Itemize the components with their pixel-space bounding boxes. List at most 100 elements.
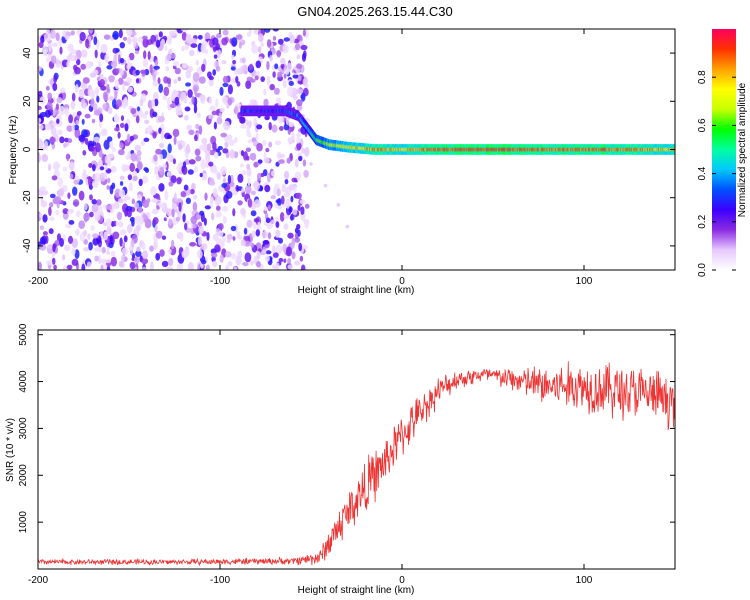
noise-blob xyxy=(255,132,259,140)
noise-blob xyxy=(152,131,157,139)
noise-blob xyxy=(227,261,233,267)
noise-blob xyxy=(63,244,71,251)
noise-blob xyxy=(111,250,116,257)
noise-blob xyxy=(119,42,126,49)
noise-blob xyxy=(184,44,189,51)
noise-blob xyxy=(227,97,233,106)
noise-blob xyxy=(161,260,169,268)
noise-blob xyxy=(136,161,143,171)
noise-blob xyxy=(177,76,181,82)
noise-blob xyxy=(266,60,270,71)
noise-blob xyxy=(112,220,117,227)
noise-blob xyxy=(240,65,244,75)
noise-blob xyxy=(268,121,272,131)
trail-point xyxy=(336,203,341,207)
y-tick-label: 1000 xyxy=(18,511,29,534)
noise-blob xyxy=(245,80,252,89)
spectrogram-cells xyxy=(38,29,675,270)
noise-blob xyxy=(143,137,150,142)
noise-blob xyxy=(129,135,135,142)
snr-plot-area xyxy=(38,330,675,569)
noise-blob xyxy=(304,221,309,229)
noise-blob xyxy=(94,255,99,262)
noise-blob xyxy=(149,64,153,74)
noise-blob xyxy=(102,91,108,101)
noise-blob xyxy=(269,83,276,91)
noise-blob xyxy=(175,216,180,222)
noise-blob xyxy=(123,197,128,203)
noise-blob xyxy=(291,240,295,249)
noise-blob xyxy=(241,170,247,176)
y-tick-label: 20 xyxy=(22,95,33,107)
noise-blob xyxy=(192,201,198,212)
y-tick-label: 2000 xyxy=(18,464,29,487)
noise-blob xyxy=(256,261,261,268)
noise-blob xyxy=(291,251,296,260)
noise-blob xyxy=(296,223,301,230)
noise-blob xyxy=(130,108,137,115)
noise-blob xyxy=(96,199,102,206)
noise-blob xyxy=(126,224,133,234)
noise-blob xyxy=(198,125,203,135)
colorbar-label: Normalized spectral amplitude xyxy=(737,82,748,217)
noise-blob xyxy=(257,46,262,54)
noise-blob xyxy=(218,223,224,230)
noise-blob xyxy=(75,210,81,218)
noise-blob xyxy=(215,65,221,72)
noise-blob xyxy=(181,165,185,173)
noise-blob xyxy=(73,179,79,185)
noise-blob xyxy=(98,247,103,253)
noise-blob xyxy=(294,43,301,51)
noise-blob xyxy=(52,82,58,92)
noise-blob xyxy=(94,211,101,222)
noise-blob xyxy=(194,86,198,96)
noise-blob xyxy=(57,129,63,135)
noise-blob xyxy=(67,210,73,215)
noise-blob xyxy=(287,264,293,270)
noise-blob xyxy=(41,190,49,196)
x-tick-label: -100 xyxy=(210,575,230,586)
y-tick-label: -40 xyxy=(22,238,33,253)
noise-blob xyxy=(256,250,261,260)
noise-blob xyxy=(203,217,207,226)
noise-blob xyxy=(76,111,82,116)
noise-blob xyxy=(223,136,231,142)
noise-blob xyxy=(299,199,306,205)
noise-blob xyxy=(45,56,51,63)
noise-blob xyxy=(141,175,149,184)
noise-blob xyxy=(152,80,159,87)
noise-blob xyxy=(173,136,177,145)
noise-blob xyxy=(294,158,299,168)
noise-blob xyxy=(228,139,235,146)
noise-blob xyxy=(158,115,165,123)
noise-blob xyxy=(261,139,267,146)
noise-blob xyxy=(159,142,164,149)
noise-blob xyxy=(166,266,174,270)
noise-blob xyxy=(181,31,187,41)
noise-blob xyxy=(185,69,191,79)
noise-blob xyxy=(270,195,276,200)
noise-blob xyxy=(113,201,120,210)
noise-blob xyxy=(135,115,140,124)
noise-blob xyxy=(50,126,57,136)
noise-blob xyxy=(96,95,100,103)
noise-blob xyxy=(234,105,239,115)
noise-blob xyxy=(245,147,251,153)
noise-blob xyxy=(119,237,123,247)
noise-blob xyxy=(94,172,101,182)
noise-blob xyxy=(106,266,111,270)
noise-blob xyxy=(290,195,294,203)
x-tick-label: -100 xyxy=(210,276,230,287)
noise-blob xyxy=(118,77,124,85)
noise-blob xyxy=(58,187,65,197)
noise-blob xyxy=(83,102,87,110)
x-tick-label: 0 xyxy=(399,575,405,586)
noise-blob xyxy=(292,208,298,216)
noise-blob xyxy=(167,143,172,154)
noise-blob xyxy=(262,240,270,245)
noise-blob xyxy=(115,221,120,227)
noise-blob xyxy=(56,97,63,104)
noise-blob xyxy=(301,147,305,154)
colorbar: 0.0 0.2 0.4 0.6 0.8 Normalized spectral ampl… xyxy=(697,29,748,277)
noise-blob xyxy=(150,186,157,196)
